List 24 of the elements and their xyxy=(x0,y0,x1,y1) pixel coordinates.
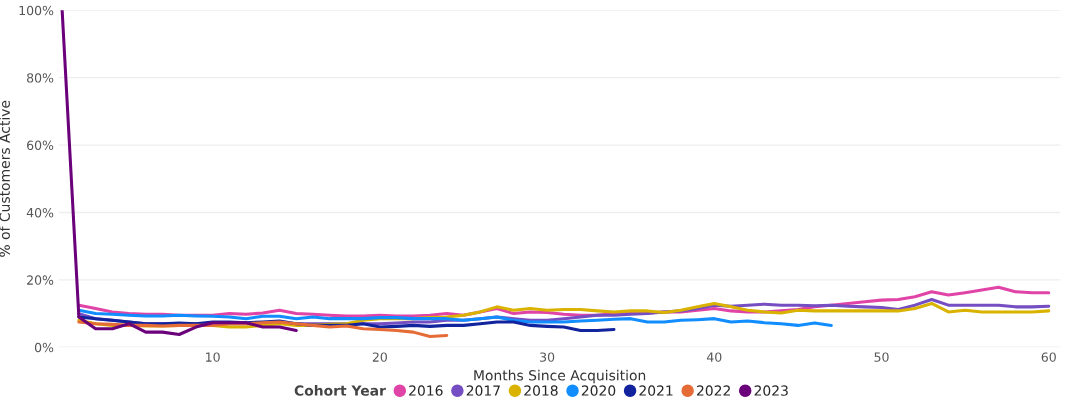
line-series xyxy=(60,10,298,337)
legend-label: 2016 xyxy=(409,385,443,396)
x-tick-label: 40 xyxy=(706,352,722,362)
y-tick-label: 0% xyxy=(34,342,54,353)
x-axis-title: Months Since Acquisition xyxy=(474,369,646,384)
y-tick-label: 100% xyxy=(19,5,54,16)
x-tick-label: 10 xyxy=(206,352,220,362)
y-tick-label: 20% xyxy=(27,275,54,285)
y-tick-label: 40% xyxy=(26,207,54,218)
x-tick-label: 20 xyxy=(372,352,387,362)
x-tick-label: 30 xyxy=(540,352,555,362)
legend-label: 2023 xyxy=(754,385,788,396)
line-series xyxy=(77,308,833,327)
y-axis-title: % of Customers Active xyxy=(0,100,10,257)
y-tick-label: 80% xyxy=(27,73,54,83)
legend-label: 2017 xyxy=(466,385,500,396)
legend-label: 2022 xyxy=(697,385,730,396)
x-tick-label: 50 xyxy=(874,352,889,362)
x-tick-label: 60 xyxy=(1041,352,1056,362)
y-tick-label: 60% xyxy=(27,140,54,151)
legend-label: 2018 xyxy=(524,385,558,396)
legend-title: Cohort Year xyxy=(294,385,386,396)
legend-label: 2021 xyxy=(639,385,673,396)
legend-label: 2020 xyxy=(581,385,616,396)
